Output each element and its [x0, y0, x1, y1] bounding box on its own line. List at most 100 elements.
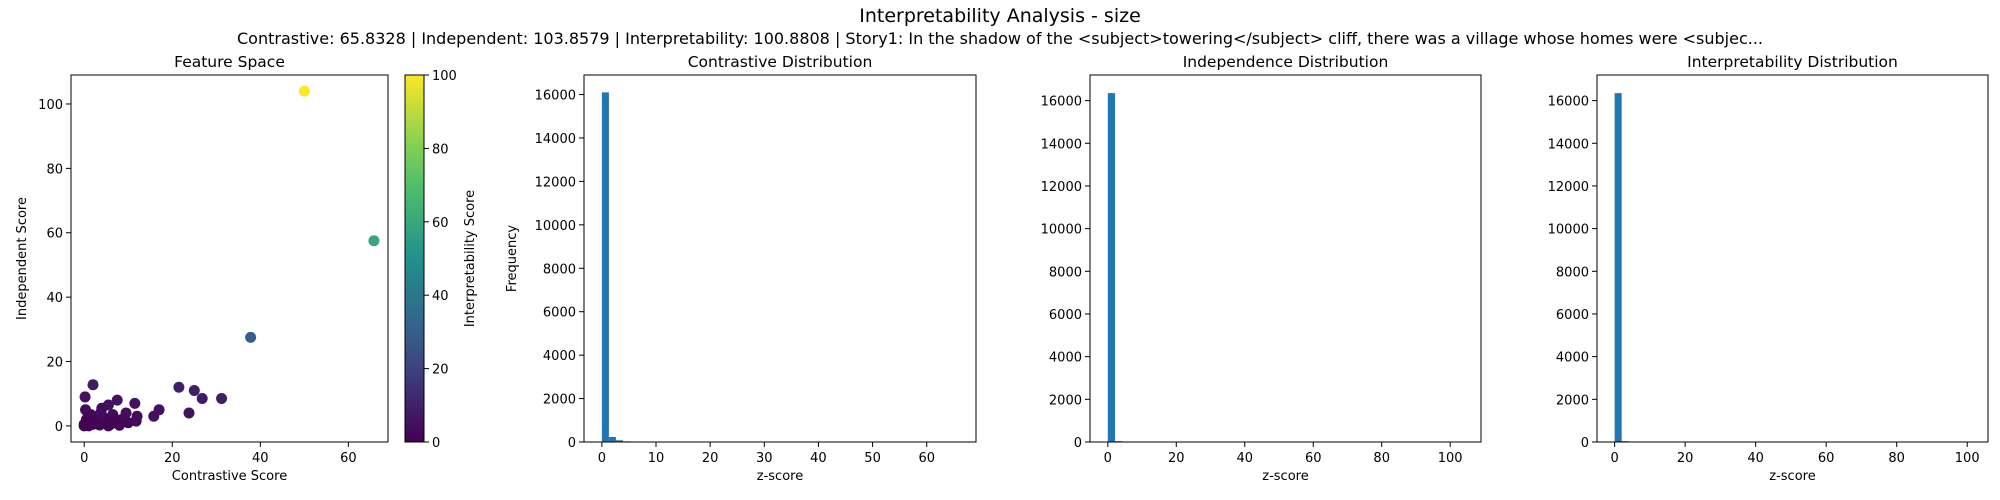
x-tick-label: 60 — [1818, 451, 1835, 466]
y-tick-label: 8000 — [543, 262, 576, 277]
y-tick-label: 14000 — [535, 132, 576, 147]
y-tick-label: 14000 — [1548, 137, 1589, 152]
scatter-point — [79, 391, 91, 403]
y-tick-label: 0 — [55, 420, 63, 435]
x-tick-label: 20 — [164, 451, 181, 466]
y-tick-label: 80 — [46, 162, 63, 177]
colorbar-tick-label: 60 — [432, 216, 449, 231]
y-tick-label: 8000 — [1049, 265, 1082, 280]
colorbar-tick-label: 100 — [432, 69, 457, 84]
y-tick-label: 12000 — [1548, 180, 1589, 195]
y-tick-label: 10000 — [535, 219, 576, 234]
colorbar — [404, 74, 425, 443]
axes-frame-3 — [1596, 74, 1989, 443]
colorbar-label: Interpretability Score — [463, 190, 478, 327]
histogram-bar — [615, 440, 623, 442]
x-tick-label: 10 — [648, 451, 665, 466]
colorbar-tick-label: 20 — [432, 363, 449, 378]
x-tick-label: 40 — [1236, 451, 1253, 466]
scatter-point — [131, 410, 143, 422]
x-tick-label: 0 — [598, 451, 606, 466]
y-axis-label-0: Independent Score — [15, 197, 30, 320]
x-tick-label: 40 — [1747, 451, 1764, 466]
subplot-title-0: Feature Space — [174, 53, 285, 71]
x-tick-label: 60 — [340, 451, 357, 466]
x-tick-label: 0 — [1104, 451, 1112, 466]
y-tick-label: 16000 — [1041, 95, 1082, 110]
y-tick-label: 16000 — [1548, 95, 1589, 110]
x-tick-label: 50 — [864, 451, 881, 466]
y-tick-label: 16000 — [535, 89, 576, 104]
subplot-title-1: Contrastive Distribution — [688, 53, 873, 71]
x-axis-label-1: z-score — [757, 469, 803, 484]
y-tick-label: 2000 — [1049, 393, 1082, 408]
y-tick-label: 0 — [1581, 436, 1589, 451]
x-tick-label: 80 — [1373, 451, 1390, 466]
scatter-point — [216, 393, 228, 405]
subplot-title-2: Independence Distribution — [1183, 53, 1389, 71]
axes-frame-0 — [70, 74, 389, 443]
y-tick-label: 40 — [46, 291, 63, 306]
y-tick-label: 20 — [46, 356, 63, 371]
subplot-title-3: Interpretability Distribution — [1687, 53, 1898, 71]
y-tick-label: 60 — [46, 227, 63, 242]
x-tick-label: 20 — [1677, 451, 1694, 466]
x-tick-label: 100 — [1955, 451, 1980, 466]
x-tick-label: 80 — [1888, 451, 1905, 466]
scatter-point — [245, 331, 257, 343]
x-tick-label: 0 — [1610, 451, 1618, 466]
y-tick-label: 0 — [568, 436, 576, 451]
y-tick-label: 6000 — [1556, 308, 1589, 323]
scatter-point — [183, 407, 195, 419]
y-tick-label: 10000 — [1041, 223, 1082, 238]
axes-frame-2 — [1089, 74, 1482, 443]
histogram-bar — [1107, 93, 1115, 442]
colorbar-tick-label: 80 — [432, 142, 449, 157]
scatter-point — [298, 85, 310, 97]
figure-subtitle: Contrastive: 65.8328 | Independent: 103.… — [236, 29, 1764, 48]
scatter-point — [173, 381, 185, 393]
colorbar-tick-label: 0 — [432, 436, 440, 451]
scatter-point — [148, 410, 160, 422]
y-tick-label: 2000 — [543, 393, 576, 408]
scatter-point — [78, 420, 90, 432]
y-tick-label: 12000 — [535, 175, 576, 190]
histogram-bar — [1614, 93, 1622, 442]
x-axis-label-0: Contrastive Score — [172, 469, 287, 484]
figure-title: Interpretability Analysis - size — [859, 5, 1141, 27]
histogram-bar — [608, 437, 616, 442]
scatter-point — [188, 384, 200, 396]
histogram-bar — [601, 92, 609, 443]
scatter-point — [122, 417, 134, 429]
x-tick-label: 40 — [252, 451, 269, 466]
x-tick-label: 30 — [756, 451, 773, 466]
scatter-point — [129, 397, 141, 409]
scatter-point — [111, 394, 123, 406]
x-tick-label: 20 — [702, 451, 719, 466]
y-tick-label: 10000 — [1548, 223, 1589, 238]
x-axis-label-2: z-score — [1262, 469, 1308, 484]
scatter-point — [102, 420, 114, 432]
x-tick-label: 60 — [1305, 451, 1322, 466]
y-tick-label: 4000 — [543, 349, 576, 364]
y-tick-label: 100 — [38, 98, 63, 113]
y-tick-label: 2000 — [1556, 393, 1589, 408]
axes-frame-1 — [583, 74, 977, 443]
colorbar-tick-label: 40 — [432, 289, 449, 304]
x-tick-label: 60 — [918, 451, 935, 466]
scatter-point — [87, 379, 99, 391]
scatter-point — [368, 235, 380, 247]
y-tick-label: 8000 — [1556, 265, 1589, 280]
y-tick-label: 12000 — [1041, 180, 1082, 195]
y-tick-label: 4000 — [1049, 351, 1082, 366]
y-axis-label-1: Frequency — [505, 225, 520, 292]
y-tick-label: 6000 — [543, 306, 576, 321]
scatter-point — [95, 406, 107, 418]
y-tick-label: 0 — [1074, 436, 1082, 451]
y-tick-label: 14000 — [1041, 137, 1082, 152]
y-tick-label: 6000 — [1049, 308, 1082, 323]
x-tick-label: 100 — [1438, 451, 1463, 466]
y-tick-label: 4000 — [1556, 351, 1589, 366]
